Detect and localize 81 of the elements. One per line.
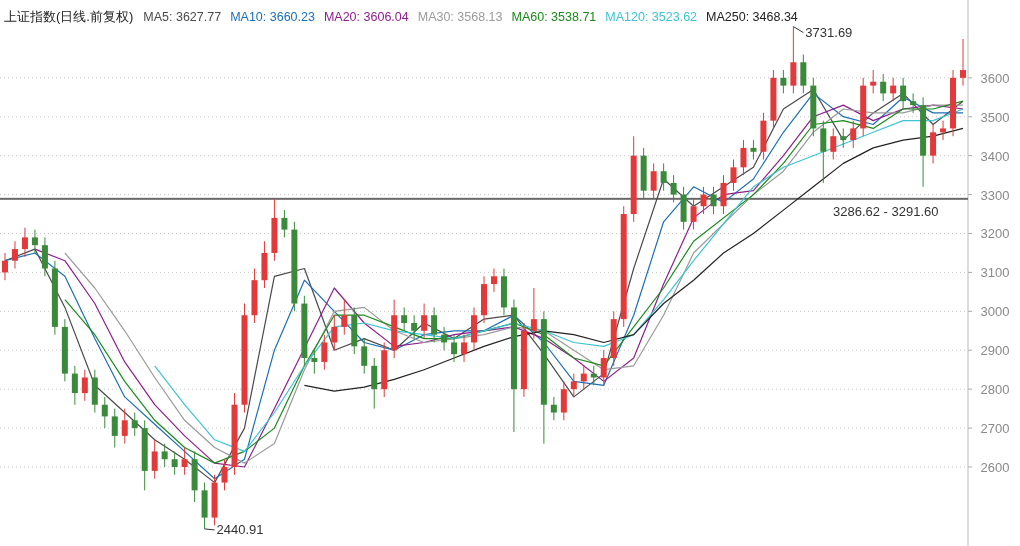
candlestick [650,162,657,199]
candlestick [790,26,797,94]
candlestick [700,186,707,215]
candlestick [341,299,348,336]
y-tick-label: 3600 [980,70,1010,86]
text: 上证指数(日线.前复权) [4,9,134,24]
line-series [303,127,964,392]
candlestick [900,77,907,110]
candlestick [600,349,607,386]
candlestick [490,268,497,293]
y-tick-label: 2600 [980,460,1010,475]
candlestick [840,127,847,149]
y-tick-label: 3100 [980,265,1010,281]
candlestick [720,174,727,215]
candlestick [780,69,787,94]
candlestick [800,53,807,94]
candlestick [131,412,138,437]
text: MA60: 3538.71 [511,10,597,24]
band-label: 3286.62 - 3291.60 [833,203,939,219]
candlestick [331,314,338,351]
candlestick [151,439,158,480]
candlestick [870,69,877,94]
candlestick [570,373,577,398]
candlestick [101,396,108,429]
candlestick [401,306,408,332]
candlestick [850,120,857,149]
candlestick [81,369,88,402]
candlestick [820,120,827,184]
y-tick-label: 3500 [980,109,1010,125]
candlestick [121,408,128,445]
candlestick [41,236,48,277]
candlestick [530,287,537,340]
candlestick [281,209,288,238]
annotation: 2440.91 [216,521,264,537]
text: MA10: 3660.23 [230,10,315,24]
candlestick [660,162,667,192]
candlestick [411,314,418,340]
candlestick [910,92,917,114]
candlestick [730,159,737,192]
candlestick [451,334,458,363]
candlestick [1,252,8,281]
candlestick [21,227,28,258]
candlestick [11,240,18,270]
y-tick-label: 2900 [980,343,1010,359]
candlestick [670,174,677,203]
y-tick-label: 3200 [980,226,1010,242]
candlestick [560,380,567,421]
y-tick-label: 3300 [980,187,1010,203]
candlestick [830,127,837,161]
text: MA120: 3523.62 [605,10,698,24]
candlestick [550,396,557,421]
candlestick [361,338,368,375]
candlestick [421,303,428,340]
y-tick-label: 2700 [980,421,1010,437]
candlestick [181,447,188,476]
text: MA30: 3568.13 [417,10,503,24]
candlestick [930,124,937,164]
candlestick [740,139,747,176]
candlestick [111,408,118,449]
candlestick [71,365,78,406]
candlestick [880,73,887,102]
y-tick-label: 3000 [980,304,1010,320]
y-tick-label: 3400 [980,148,1010,164]
candlestick [321,334,328,371]
y-tick-label: 2800 [980,382,1010,398]
annotation: 3731.69 [805,24,853,40]
text: MA5: 3627.77 [143,10,222,24]
candlestick [940,120,947,141]
candlestick [161,443,168,468]
candlestick [171,450,178,476]
candlestick [221,458,228,491]
candlestick [750,139,757,161]
candlestick [461,334,468,363]
candlestick [311,349,318,375]
candlestick [690,197,697,231]
candlestick [31,229,38,254]
candlestick [371,357,378,410]
candlestick [710,186,717,215]
text: MA20: 3606.04 [323,10,409,24]
candlestick [431,306,438,343]
text: MA250: 3468.34 [706,10,798,24]
